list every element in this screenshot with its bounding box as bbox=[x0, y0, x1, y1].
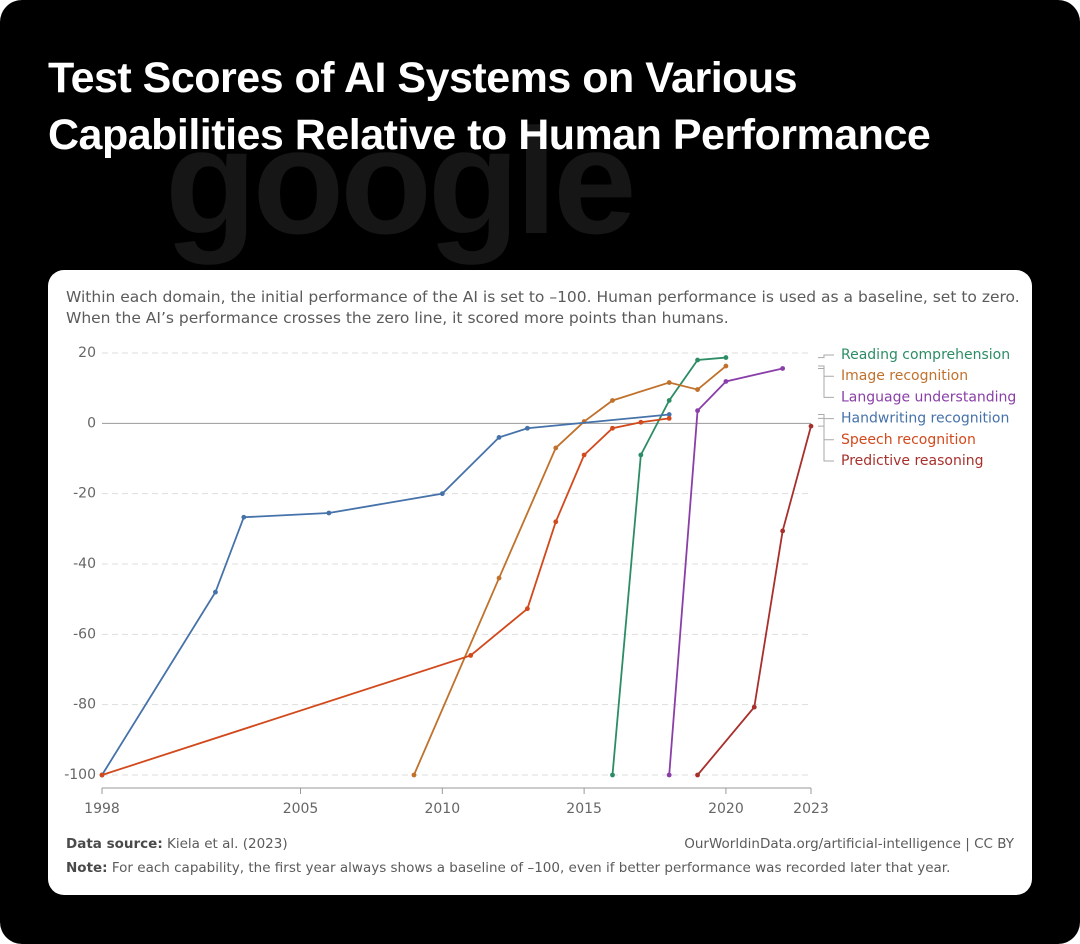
series-label: Image recognition bbox=[841, 368, 968, 384]
point bbox=[638, 419, 644, 425]
point bbox=[638, 452, 644, 458]
x-tick-label: 2005 bbox=[283, 801, 319, 817]
note: Note: For each capability, the first yea… bbox=[66, 860, 950, 876]
point bbox=[99, 772, 105, 778]
label-connector bbox=[818, 417, 834, 441]
line bbox=[696, 425, 812, 776]
series-label: Handwriting recognition bbox=[841, 411, 1009, 427]
point bbox=[581, 452, 587, 458]
x-tick-label: 2020 bbox=[708, 801, 744, 817]
credit: OurWorldinData.org/artificial-intelligen… bbox=[684, 836, 1014, 852]
line bbox=[101, 417, 670, 776]
point bbox=[496, 575, 502, 581]
point bbox=[326, 510, 332, 516]
point bbox=[695, 772, 700, 778]
point bbox=[610, 425, 615, 431]
label-connector bbox=[818, 354, 834, 359]
point bbox=[723, 355, 729, 360]
source: Data source: Kiela et al. (2023) bbox=[66, 836, 288, 852]
label-connector bbox=[818, 367, 834, 398]
note-text: For each capability, the first year alwa… bbox=[111, 860, 951, 876]
point bbox=[496, 435, 502, 440]
x-tick-label: 2015 bbox=[566, 801, 602, 817]
point bbox=[666, 412, 672, 417]
card bbox=[48, 270, 1032, 895]
point bbox=[723, 379, 729, 384]
point bbox=[553, 519, 559, 525]
series-label: Speech recognition bbox=[841, 432, 976, 448]
y-tick-label: -60 bbox=[73, 626, 96, 642]
point bbox=[723, 363, 729, 369]
y-tick-label: -40 bbox=[73, 556, 96, 572]
x-tick-label: 2023 bbox=[793, 801, 829, 817]
point bbox=[695, 387, 700, 392]
line bbox=[101, 413, 670, 776]
line bbox=[413, 365, 727, 776]
point bbox=[808, 423, 814, 429]
y-tick-label: 0 bbox=[87, 415, 96, 431]
series-label: Predictive reasoning bbox=[841, 453, 983, 469]
point bbox=[468, 653, 474, 658]
point bbox=[610, 398, 615, 403]
series-label: Language understanding bbox=[841, 389, 1016, 405]
y-tick-label: -100 bbox=[64, 767, 96, 783]
label-connector bbox=[818, 414, 834, 420]
point bbox=[610, 772, 615, 778]
chart-title: Test Scores of AI Systems on Various Cap… bbox=[48, 54, 931, 159]
point bbox=[666, 772, 672, 778]
source-text: Kiela et al. (2023) bbox=[167, 836, 288, 852]
subtitle: Within each domain, the initial performa… bbox=[66, 288, 1020, 327]
y-tick-label: -80 bbox=[73, 697, 96, 713]
point bbox=[695, 408, 700, 414]
point bbox=[241, 514, 247, 520]
point bbox=[780, 366, 786, 371]
source-label: Data source: bbox=[66, 836, 163, 852]
point bbox=[666, 380, 672, 385]
label-connector bbox=[818, 365, 834, 377]
point bbox=[751, 704, 757, 710]
point bbox=[525, 606, 530, 612]
point bbox=[780, 528, 786, 534]
point bbox=[695, 357, 700, 363]
y-tick-label: -20 bbox=[73, 486, 96, 502]
point bbox=[411, 772, 417, 778]
point bbox=[666, 416, 672, 421]
point bbox=[213, 589, 218, 595]
x-tick-label: 1998 bbox=[84, 801, 120, 817]
point bbox=[666, 398, 672, 403]
point bbox=[525, 425, 530, 431]
y-tick-label: 20 bbox=[78, 345, 96, 361]
x-tick-label: 2010 bbox=[424, 801, 460, 817]
watermark: google bbox=[165, 97, 637, 265]
note-label: Note: bbox=[66, 860, 108, 876]
line bbox=[668, 367, 783, 776]
point bbox=[439, 491, 445, 497]
series-label: Reading comprehension bbox=[841, 347, 1010, 363]
label-connector bbox=[818, 425, 834, 462]
point bbox=[553, 445, 559, 451]
